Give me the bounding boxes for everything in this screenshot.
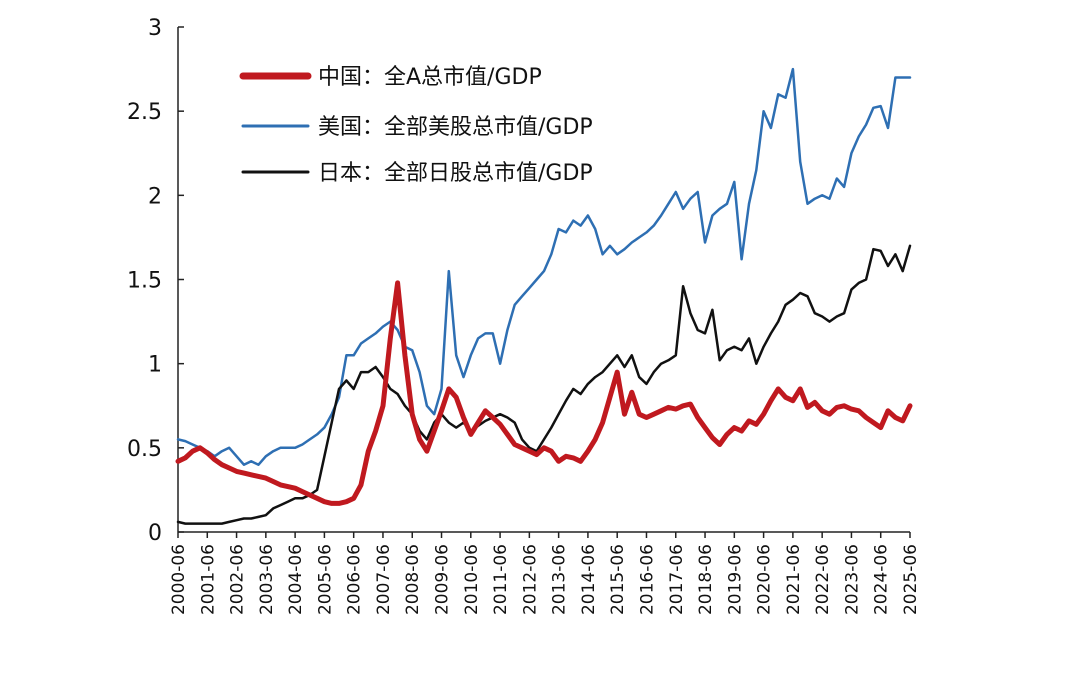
series-line-china: [175, 280, 913, 506]
legend-label-us: 美国：全部美股总市值/GDP: [318, 115, 593, 140]
x-tick-label: 2004-06: [286, 544, 306, 615]
y-ticks: 0 0.5 1 1.5 2 2.5 3: [127, 16, 184, 546]
x-tick-label: 2017-06: [667, 544, 687, 615]
axes: [177, 27, 910, 533]
x-tick-label: 2015-06: [608, 544, 628, 615]
x-tick-label: 2021-06: [784, 544, 804, 615]
y-tick-label: 1.5: [127, 269, 162, 294]
x-tick-label: 2010-06: [462, 544, 482, 615]
x-tick-label: 2013-06: [550, 544, 570, 615]
x-tick-label: 2018-06: [696, 544, 716, 615]
legend: 中国：全A总市值/GDP 美国：全部美股总市值/GDP 日本：全部日股总市值/G…: [239, 65, 593, 186]
y-tick-label: 2.5: [127, 100, 162, 125]
x-tick-label: 2012-06: [520, 544, 540, 615]
x-tick-label: 2025-06: [901, 544, 921, 615]
y-tick-label: 0: [148, 521, 162, 546]
x-tick-label: 2002-06: [228, 544, 248, 615]
legend-label-japan: 日本：全部日股总市值/GDP: [318, 161, 593, 186]
x-tick-label: 2003-06: [257, 544, 277, 615]
x-tick-label: 2009-06: [433, 544, 453, 615]
y-tick-label: 2: [148, 184, 162, 209]
x-tick-label: 2022-06: [813, 544, 833, 615]
x-tick-label: 2024-06: [872, 544, 892, 615]
y-tick-label: 0.5: [127, 437, 162, 462]
x-tick-label: 2011-06: [491, 544, 511, 615]
x-tick-label: 2020-06: [755, 544, 775, 615]
series-lines: [175, 67, 913, 525]
series-line-us: [176, 67, 912, 466]
x-ticks: 2000-06 2001-06 2002-06 2003-06 2004-06 2005-…: [169, 532, 921, 615]
x-tick-label: 2014-06: [579, 544, 599, 615]
x-tick-label: 2016-06: [637, 544, 657, 615]
x-tick-label: 2007-06: [374, 544, 394, 615]
x-tick-label: 2006-06: [345, 544, 365, 615]
y-tick-label: 1: [148, 353, 162, 378]
y-tick-label: 3: [148, 16, 162, 41]
x-tick-label: 2000-06: [169, 544, 189, 615]
x-tick-label: 2019-06: [725, 544, 745, 615]
x-tick-label: 2005-06: [315, 544, 335, 615]
x-tick-label: 2001-06: [198, 544, 218, 615]
series-line-japan: [176, 244, 912, 525]
x-tick-label: 2008-06: [403, 544, 423, 615]
x-tick-label: 2023-06: [842, 544, 862, 615]
legend-label-china: 中国：全A总市值/GDP: [318, 65, 542, 90]
